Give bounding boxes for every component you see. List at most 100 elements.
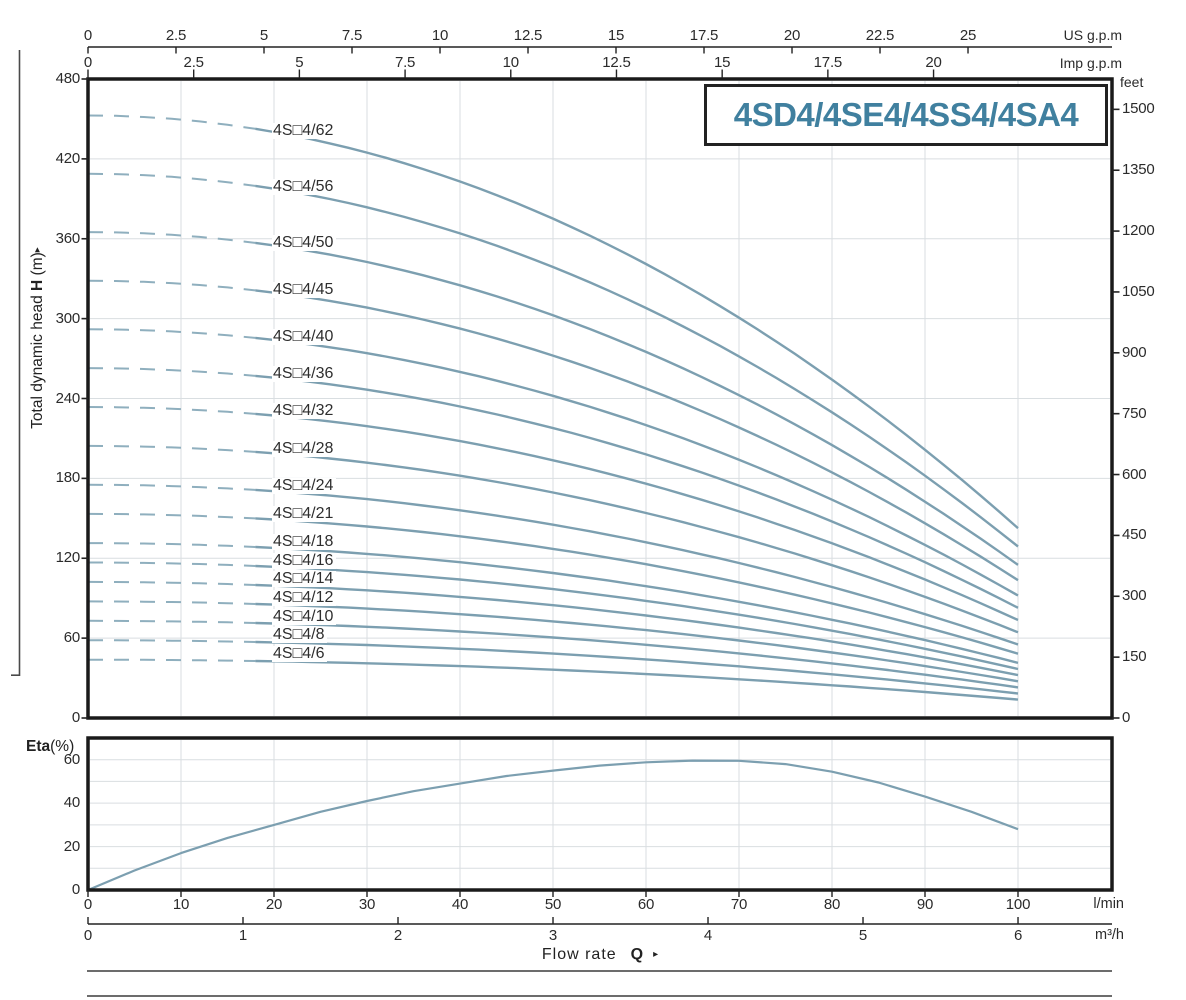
x-axis-title-flow: Flow rate Q ▸: [88, 946, 1112, 964]
pump-curve-dashed: [87, 172, 256, 187]
pump-curve-label: 4S□4/40: [272, 329, 337, 345]
head-m-tick-label: 360: [55, 229, 81, 247]
m3h-tick-label: 3: [548, 927, 558, 944]
eta-axis-title-bold: Eta: [26, 738, 51, 755]
head-feet-tick-label: 450: [1122, 526, 1147, 544]
pump-curve-dashed: [87, 512, 256, 520]
us-gpm-tick-label: 20: [783, 27, 801, 44]
us-gpm-tick-label: 25: [959, 27, 977, 44]
pump-curve-solid: [255, 545, 1019, 665]
pump-curve-solid: [255, 336, 1019, 597]
us-gpm-tick-label: 10: [431, 27, 449, 44]
pump-curve-label: 4S□4/10: [272, 609, 337, 625]
m3h-tick-label: 4: [703, 927, 713, 944]
us-gpm-tick-label: 0: [83, 27, 93, 44]
eta-axis-title-unit: (%): [50, 738, 75, 755]
lmin-tick-label: 0: [83, 896, 93, 913]
us-gpm-tick-label: 2.5: [165, 27, 187, 44]
us-gpm-tick-label: 22.5: [865, 27, 895, 44]
head-feet-tick-label: 750: [1122, 404, 1147, 422]
eta-tick-label: 40: [63, 794, 80, 812]
us-gpm-tick-label: 15: [607, 27, 625, 44]
lmin-tick-label: 70: [730, 896, 748, 913]
head-feet-tick-label: 1350: [1122, 161, 1155, 179]
pump-curve-label: 4S□4/62: [272, 123, 337, 139]
pump-curve-solid: [255, 621, 1019, 689]
m3h-tick-label: 6: [1013, 927, 1023, 944]
pump-curve-label: 4S□4/36: [272, 366, 337, 382]
model-title-text: 4SD4/4SE4/4SS4/4SA4: [733, 96, 1079, 133]
x-axis-title-text: Flow rate: [541, 946, 617, 963]
head-feet-tick-label: 900: [1122, 343, 1147, 361]
head-feet-tick-label: 1050: [1122, 282, 1155, 300]
lmin-unit-label: l/min: [1093, 896, 1124, 912]
pump-curve-label: 4S□4/12: [272, 590, 337, 606]
head-feet-tick-label: 0: [1122, 709, 1131, 726]
imp-gpm-tick-label: 2.5: [183, 54, 204, 71]
eta-curve: [87, 759, 1019, 892]
pump-curve-solid: [255, 659, 1019, 701]
head-feet-tick-label: 600: [1122, 465, 1147, 483]
pump-curve-dashed: [88, 658, 256, 662]
eta-tick-label: 20: [63, 837, 80, 855]
y-axis-arrow-icon: ▸: [32, 247, 43, 253]
imp-gpm-tick-label: 10: [502, 54, 519, 71]
m3h-unit-label: m³/h: [1095, 927, 1124, 943]
pump-curve-dashed: [87, 580, 256, 586]
head-feet-tick-label: 1200: [1122, 222, 1155, 240]
pump-curve-label: 4S□4/28: [272, 441, 337, 457]
pump-curve-dashed: [87, 328, 256, 339]
pump-curve-dashed: [87, 367, 256, 377]
lmin-tick-label: 50: [544, 896, 562, 913]
head-feet-tick-label: 300: [1122, 587, 1147, 605]
pump-curve-solid: [255, 564, 1019, 671]
lmin-tick-label: 60: [637, 896, 655, 913]
pump-curve-label: 4S□4/24: [272, 478, 337, 494]
pump-curve-dashed: [87, 542, 256, 548]
pump-curve-solid: [255, 241, 1019, 566]
head-m-tick-label: 420: [55, 149, 81, 167]
x-axis-title-symbol: Q: [630, 946, 644, 963]
m3h-tick-label: 1: [238, 927, 248, 944]
lmin-tick-label: 80: [823, 896, 841, 913]
pump-curve-solid: [255, 517, 1019, 655]
m3h-tick-label: 2: [393, 927, 403, 944]
pump-curve-label: 4S□4/14: [272, 571, 337, 587]
imp-gpm-tick-label: 17.5: [813, 54, 843, 71]
m3h-tick-label: 5: [858, 927, 868, 944]
pump-curve-label: 4S□4/18: [272, 534, 337, 550]
eta-plot-border: [86, 736, 1114, 892]
head-m-tick-label: 300: [55, 309, 81, 327]
imp-gpm-tick-label: 12.5: [602, 54, 631, 71]
lmin-tick-label: 100: [1005, 896, 1031, 913]
pump-curve-solid: [255, 289, 1019, 582]
pump-curve-solid: [255, 127, 1019, 530]
model-title-box: 4SD4/4SE4/4SS4/4SA4: [704, 84, 1108, 146]
feet-unit-label: feet: [1120, 74, 1144, 90]
pump-curve-label: 4S□4/16: [272, 553, 337, 569]
lmin-tick-label: 10: [172, 896, 190, 913]
imp-gpm-tick-label: 15: [714, 54, 731, 71]
pump-curve-solid: [255, 412, 1019, 622]
pump-curve-label: 4S□4/21: [272, 506, 337, 522]
head-m-tick-label: 180: [55, 469, 81, 487]
head-m-tick-label: 480: [55, 70, 81, 87]
eta-tick-label: 0: [71, 881, 80, 898]
lmin-tick-label: 40: [451, 896, 469, 913]
us-gpm-tick-label: 12.5: [513, 27, 543, 44]
pump-curve-solid: [255, 374, 1019, 609]
pump-curve-label: 4S□4/6: [272, 646, 328, 662]
lmin-tick-label: 90: [916, 896, 934, 913]
lmin-tick-label: 20: [265, 896, 283, 913]
us-gpm-unit-label: US g.p.m: [1063, 27, 1122, 43]
pump-curve-solid: [255, 583, 1019, 677]
pump-curve-label: 4S□4/45: [272, 282, 337, 298]
eta-axis-title: Eta(%): [26, 738, 74, 756]
m3h-tick-label: 0: [83, 927, 93, 944]
pump-curve-dashed: [87, 279, 256, 292]
pump-curve-dashed: [87, 619, 256, 624]
pump-curve-solid: [255, 488, 1019, 646]
pump-curve-label: 4S□4/32: [272, 403, 337, 419]
